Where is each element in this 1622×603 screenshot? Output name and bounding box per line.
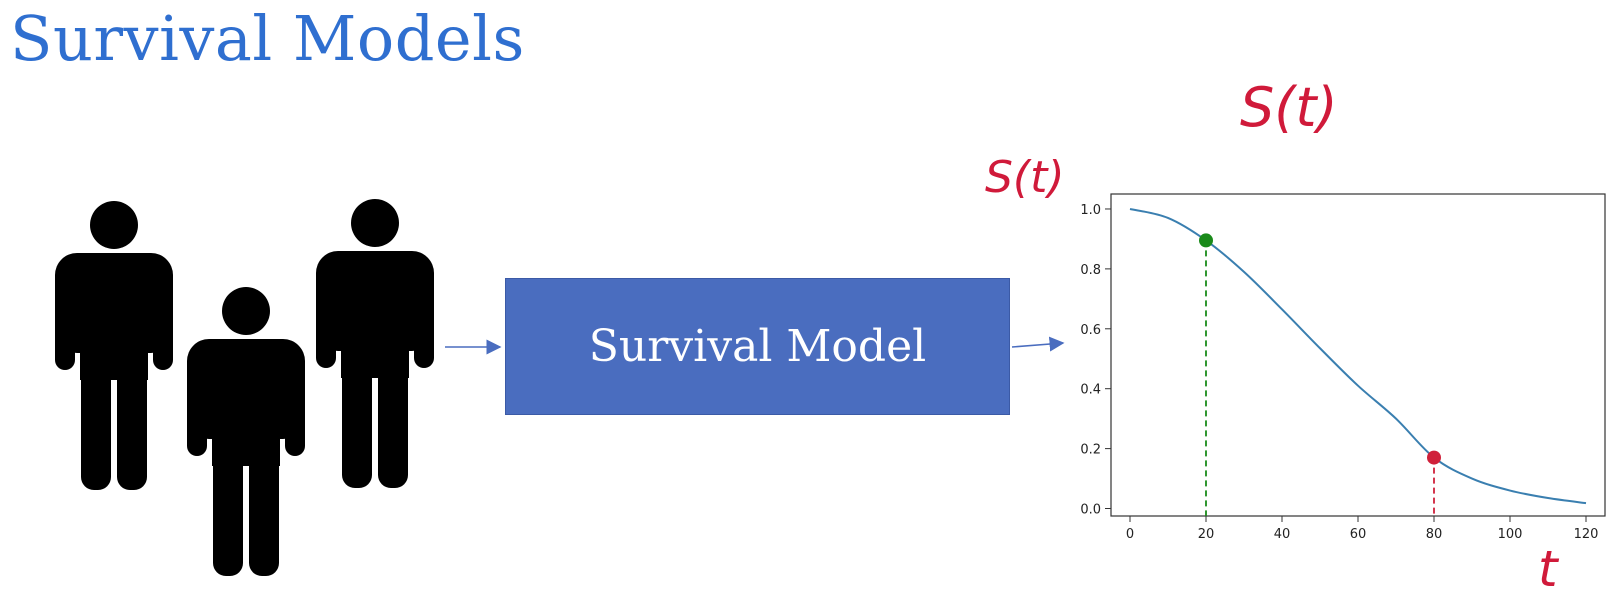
y-tick-label: 0.4 xyxy=(1080,383,1101,398)
slide-title: Survival Models xyxy=(10,2,525,75)
survival-chart: 0 20 40 60 80 100 120 0.0 0.2 0.4 0.6 0.8 1.0 xyxy=(1080,193,1606,542)
arrow-right-icon xyxy=(1011,336,1065,352)
x-tick-label: 120 xyxy=(1574,527,1599,542)
x-tick-label: 60 xyxy=(1350,527,1367,542)
person-icon xyxy=(55,201,173,490)
x-tick-label: 100 xyxy=(1498,527,1523,542)
survival-curve xyxy=(1129,208,1587,505)
survival-model-box: Survival Model xyxy=(505,278,1010,415)
annotation-x-axis: t xyxy=(1538,540,1558,598)
y-tick-label: 0.0 xyxy=(1080,503,1101,518)
x-tick-label: 80 xyxy=(1426,527,1443,542)
y-tick-label: 0.8 xyxy=(1080,263,1101,278)
y-tick-label: 0.6 xyxy=(1080,323,1101,338)
y-tick-label: 0.2 xyxy=(1080,443,1101,458)
plot-frame xyxy=(1110,193,1606,517)
point-red xyxy=(1427,450,1441,465)
y-tick-label: 1.0 xyxy=(1080,203,1101,218)
point-green xyxy=(1199,233,1213,248)
person-icon xyxy=(316,199,434,488)
x-tick-label: 20 xyxy=(1198,527,1215,542)
x-tick-label: 0 xyxy=(1126,527,1134,542)
x-tick-label: 40 xyxy=(1274,527,1291,542)
annotation-survival-function: S(t) xyxy=(1240,76,1338,139)
person-icon xyxy=(187,287,305,576)
annotation-y-axis: S(t) xyxy=(985,152,1065,203)
survival-model-label: Survival Model xyxy=(588,321,927,372)
